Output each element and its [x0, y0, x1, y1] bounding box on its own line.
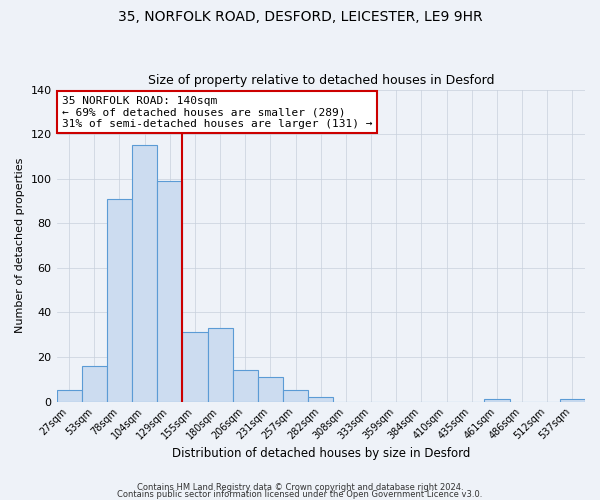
X-axis label: Distribution of detached houses by size in Desford: Distribution of detached houses by size … [172, 447, 470, 460]
Bar [283, 390, 308, 402]
Bar [107, 199, 132, 402]
Bar [208, 328, 233, 402]
Bar [182, 332, 208, 402]
Bar [56, 390, 82, 402]
Text: Contains public sector information licensed under the Open Government Licence v3: Contains public sector information licen… [118, 490, 482, 499]
Y-axis label: Number of detached properties: Number of detached properties [15, 158, 25, 334]
Bar [308, 397, 334, 402]
Bar [157, 181, 182, 402]
Bar [484, 400, 509, 402]
Text: 35 NORFOLK ROAD: 140sqm
← 69% of detached houses are smaller (289)
31% of semi-d: 35 NORFOLK ROAD: 140sqm ← 69% of detache… [62, 96, 373, 129]
Title: Size of property relative to detached houses in Desford: Size of property relative to detached ho… [148, 74, 494, 87]
Text: Contains HM Land Registry data © Crown copyright and database right 2024.: Contains HM Land Registry data © Crown c… [137, 484, 463, 492]
Text: 35, NORFOLK ROAD, DESFORD, LEICESTER, LE9 9HR: 35, NORFOLK ROAD, DESFORD, LEICESTER, LE… [118, 10, 482, 24]
Bar [258, 377, 283, 402]
Bar [132, 146, 157, 402]
Bar [233, 370, 258, 402]
Bar [560, 400, 585, 402]
Bar [82, 366, 107, 402]
